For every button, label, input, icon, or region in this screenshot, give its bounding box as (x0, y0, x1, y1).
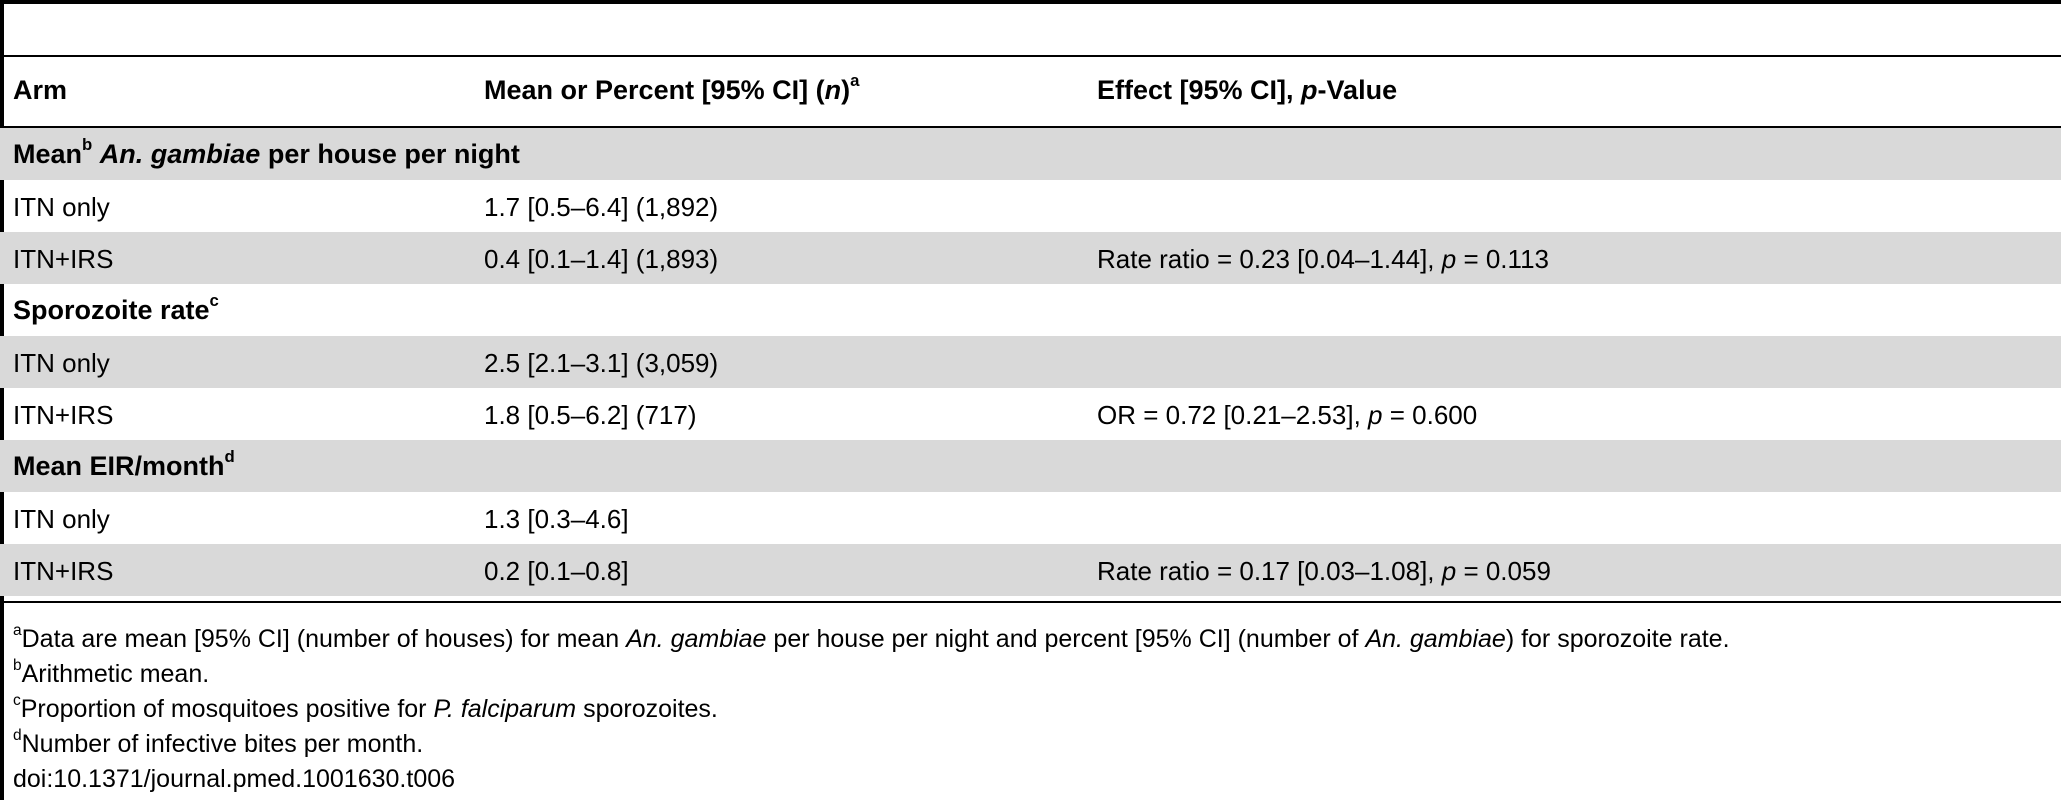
cell-arm: ITN only (13, 192, 110, 222)
section-header-sporozoite-rate: Sporozoite ratec (13, 290, 219, 325)
cell-mean: 2.5 [2.1–3.1] (3,059) (484, 348, 719, 378)
table-bottom-rule (0, 601, 2061, 603)
cell-effect: OR = 0.72 [0.21–2.53], p = 0.600 (1097, 400, 1478, 430)
cell-mean: 1.3 [0.3–4.6] (484, 504, 629, 534)
cell-mean: 0.4 [0.1–1.4] (1,893) (484, 244, 719, 274)
header-arm: Arm (13, 75, 68, 105)
cell-arm: ITN+IRS (13, 244, 114, 274)
table-row: ITN+IRS 0.4 [0.1–1.4] (1,893) Rate ratio… (0, 232, 2061, 284)
doi-line: doi:10.1371/journal.pmed.1001630.t006 (13, 765, 456, 793)
cell-mean: 0.2 [0.1–0.8] (484, 556, 629, 586)
footnote-a: aData are mean [95% CI] (number of house… (13, 621, 1730, 653)
header-effect: Effect [95% CI], p-Value (1097, 75, 1398, 105)
table-row: ITN+IRS 0.2 [0.1–0.8] Rate ratio = 0.17 … (0, 544, 2061, 596)
footnote-b: bArithmetic mean. (13, 656, 210, 688)
table-top-rule (0, 55, 2061, 57)
cell-arm: ITN+IRS (13, 556, 114, 586)
table-row: ITN+IRS 1.8 [0.5–6.2] (717) OR = 0.72 [0… (0, 388, 2061, 440)
cell-arm: ITN+IRS (13, 400, 114, 430)
header-mean: Mean or Percent [95% CI] (n)a (484, 70, 860, 105)
section-header-mean-eir: Mean EIR/monthd (0, 440, 2061, 492)
footnote-c: cProportion of mosquitoes positive for P… (13, 691, 718, 723)
table-body: Meanb An. gambiae per house per night IT… (0, 128, 2061, 596)
header-bottom-rule (0, 126, 2061, 128)
table-row: ITN only 1.3 [0.3–4.6] (0, 492, 2061, 544)
cell-arm: ITN only (13, 348, 110, 378)
cell-mean: 1.8 [0.5–6.2] (717) (484, 400, 697, 430)
top-border (0, 0, 2061, 4)
cell-effect: Rate ratio = 0.23 [0.04–1.44], p = 0.113 (1097, 244, 1549, 274)
table-row: ITN only 1.7 [0.5–6.4] (1,892) (0, 180, 2061, 232)
cell-effect: Rate ratio = 0.17 [0.03–1.08], p = 0.059 (1097, 556, 1551, 586)
cell-mean: 1.7 [0.5–6.4] (1,892) (484, 192, 719, 222)
footnotes: aData are mean [95% CI] (number of house… (13, 622, 1730, 797)
table-header-row: Arm Mean or Percent [95% CI] (n)a Effect… (0, 57, 2061, 126)
footnote-d: dNumber of infective bites per month. (13, 726, 424, 758)
cell-arm: ITN only (13, 504, 110, 534)
table-row: ITN only 2.5 [2.1–3.1] (3,059) (0, 336, 2061, 388)
left-border (0, 0, 4, 800)
section-header-mosquito-density: Meanb An. gambiae per house per night (0, 128, 2061, 180)
